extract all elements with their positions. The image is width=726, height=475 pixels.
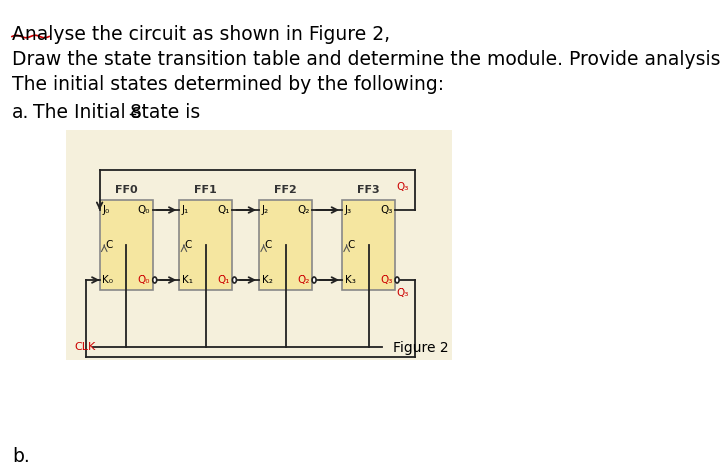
Text: C: C: [105, 240, 113, 250]
Text: Q̄₃: Q̄₃: [396, 288, 409, 298]
Text: Q₃: Q₃: [380, 205, 393, 215]
Text: FF1: FF1: [195, 185, 217, 195]
Bar: [99, 200, 152, 290]
Text: FF2: FF2: [274, 185, 297, 195]
Text: C: C: [264, 240, 272, 250]
Text: J₁: J₁: [182, 205, 189, 215]
Text: K₃: K₃: [345, 275, 356, 285]
Text: Q₂: Q₂: [297, 205, 309, 215]
Bar: [259, 200, 312, 290]
Text: J₂: J₂: [261, 205, 269, 215]
Bar: [66, 130, 452, 360]
Text: K₁: K₁: [182, 275, 193, 285]
Text: J₃: J₃: [345, 205, 352, 215]
Text: The initial states determined by the following:: The initial states determined by the fol…: [12, 75, 444, 94]
Circle shape: [312, 277, 316, 283]
Text: C: C: [347, 240, 355, 250]
Text: Q̄₃: Q̄₃: [380, 275, 393, 285]
Bar: [179, 200, 232, 290]
Text: FF3: FF3: [357, 185, 380, 195]
Bar: [342, 200, 395, 290]
Text: Q̄₀: Q̄₀: [137, 275, 150, 285]
Circle shape: [152, 277, 157, 283]
Text: Q̄₂: Q̄₂: [297, 275, 309, 285]
Text: K₀: K₀: [102, 275, 113, 285]
Text: J₀: J₀: [102, 205, 110, 215]
Text: K₂: K₂: [261, 275, 272, 285]
Circle shape: [232, 277, 237, 283]
Text: Q₃: Q₃: [396, 182, 409, 192]
Text: Q₀: Q₀: [137, 205, 150, 215]
Text: Q₁: Q₁: [217, 205, 229, 215]
Text: a.: a.: [12, 103, 29, 122]
Text: Draw the state transition table and determine the module. Provide analysis proce: Draw the state transition table and dete…: [12, 50, 726, 69]
Text: b.: b.: [12, 447, 30, 466]
Text: 8: 8: [130, 103, 142, 122]
Text: CLK: CLK: [74, 342, 96, 352]
Text: Q̄₁: Q̄₁: [217, 275, 229, 285]
Text: The Initial state is: The Initial state is: [33, 103, 206, 122]
Text: Analyse the circuit as shown in Figure 2,: Analyse the circuit as shown in Figure 2…: [12, 25, 390, 44]
Text: FF0: FF0: [115, 185, 137, 195]
Text: Figure 2: Figure 2: [393, 341, 448, 355]
Text: C: C: [184, 240, 192, 250]
Circle shape: [395, 277, 399, 283]
